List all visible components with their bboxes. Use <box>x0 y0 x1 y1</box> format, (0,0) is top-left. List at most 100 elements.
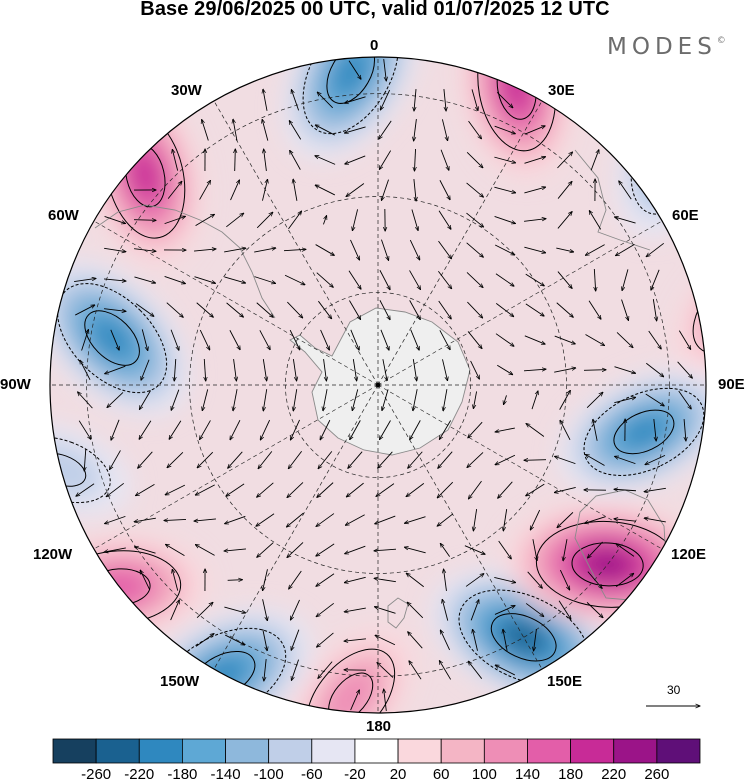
wind-vector <box>139 420 152 440</box>
wind-vector <box>104 247 126 251</box>
wind-vector <box>524 219 546 222</box>
wind-vector <box>167 452 184 467</box>
wind-vector <box>200 420 211 439</box>
wind-vector <box>283 249 306 250</box>
wind-vector <box>134 517 156 522</box>
brand-name: MODES <box>607 34 717 60</box>
wind-vector <box>291 90 300 111</box>
wind-vector <box>470 360 480 379</box>
wind-vector <box>383 59 387 81</box>
wind-vector <box>233 359 237 381</box>
wind-vector <box>526 483 545 496</box>
wind-vector <box>141 359 150 380</box>
wind-vector <box>585 334 605 345</box>
wind-vector <box>614 217 636 224</box>
wind-vector <box>316 513 335 527</box>
wind-vector <box>317 482 334 498</box>
wind-vector <box>224 276 245 283</box>
anomaly-contour <box>50 436 111 504</box>
wind-vector <box>380 89 391 110</box>
wind-vector <box>614 519 636 522</box>
new-zealand-outline <box>387 597 409 629</box>
wind-vector <box>439 420 452 440</box>
wind-vector <box>525 303 544 316</box>
wind-vector <box>288 450 303 469</box>
wind-vector <box>350 329 359 350</box>
wind-vector <box>293 179 298 201</box>
wind-vector <box>441 119 447 140</box>
wind-vector <box>375 635 396 646</box>
wind-vector <box>169 420 182 440</box>
wind-vector <box>256 513 275 527</box>
wind-vector <box>258 451 273 468</box>
wind-vector <box>194 518 216 521</box>
wind-vector <box>439 180 450 200</box>
wind-vector <box>588 300 601 319</box>
wind-vector <box>263 569 268 590</box>
wind-vector <box>171 389 180 411</box>
wind-vector <box>227 580 243 581</box>
wind-vector <box>323 389 328 411</box>
colorbar-swatch <box>483 738 528 764</box>
wind-vector <box>526 424 545 437</box>
wind-vector <box>105 515 126 523</box>
wind-vector <box>284 274 305 285</box>
anomaly-region <box>332 57 370 97</box>
wind-vector <box>166 544 185 556</box>
lon-label-90w: 90W <box>0 376 31 393</box>
wind-vector <box>348 60 361 79</box>
wind-vector <box>494 186 515 193</box>
wind-vector <box>557 212 572 229</box>
wind-vector <box>494 156 515 163</box>
wind-vector <box>473 391 478 408</box>
wind-vector <box>560 420 571 440</box>
africa-outline <box>574 149 651 251</box>
wind-vector <box>646 242 665 256</box>
wind-vector <box>344 607 366 612</box>
map-title: Base 29/06/2025 00 UTC, valid 01/07/2025… <box>140 0 610 20</box>
wind-vector <box>345 514 365 526</box>
meridian-line <box>93 384 379 550</box>
wind-vector <box>554 335 576 344</box>
wind-vector <box>134 276 155 283</box>
wind-vector <box>440 630 451 651</box>
meridian-line <box>93 220 379 386</box>
wind-vector <box>525 603 544 616</box>
wind-vector <box>622 269 629 290</box>
wind-vector <box>344 638 366 641</box>
wind-vector <box>524 126 545 135</box>
wind-vector <box>621 299 629 321</box>
wind-vector <box>104 547 126 552</box>
wind-vector <box>256 212 273 229</box>
wind-vector <box>172 149 179 171</box>
wind-vector <box>619 181 632 200</box>
wind-vector <box>414 89 416 111</box>
wind-vector <box>202 120 209 141</box>
wind-vector <box>375 515 396 524</box>
wind-vector <box>646 362 663 376</box>
wind-vector <box>264 659 267 681</box>
wind-vector <box>494 606 515 615</box>
wind-vector <box>140 570 151 591</box>
wind-vector <box>558 600 571 620</box>
wind-vector <box>406 483 425 496</box>
wind-vector <box>291 659 299 681</box>
wind-vector <box>527 571 543 588</box>
anomaly-contour <box>648 131 685 188</box>
wind-vector <box>555 456 576 465</box>
wind-vector <box>585 244 605 256</box>
wind-vector <box>254 248 276 253</box>
wind-vector <box>557 512 574 527</box>
wind-vector <box>262 119 269 141</box>
wind-vector <box>408 451 423 468</box>
latitude-circle <box>86 93 670 677</box>
wind-vector <box>315 156 336 165</box>
wind-vector <box>409 239 419 260</box>
wind-vector <box>554 486 576 492</box>
wind-vector <box>438 451 453 469</box>
wind-vector <box>164 216 186 225</box>
wind-vector <box>317 632 334 647</box>
wind-vector <box>174 358 176 381</box>
wind-vector <box>593 419 598 441</box>
wind-vector <box>195 484 215 495</box>
